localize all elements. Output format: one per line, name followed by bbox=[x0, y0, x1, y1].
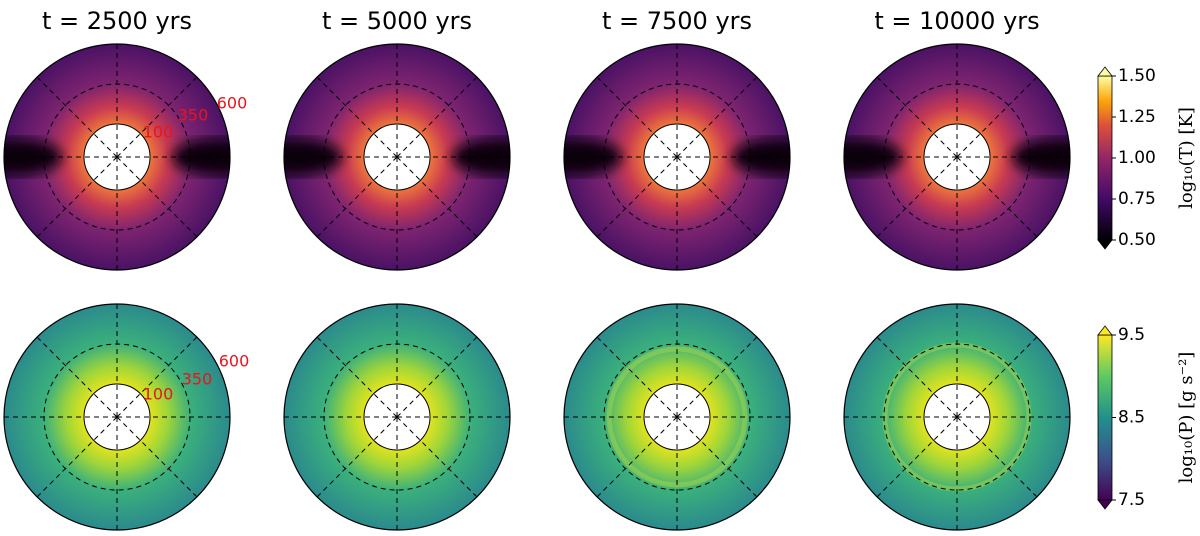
grid-spoke bbox=[956, 156, 1038, 238]
grid-spoke bbox=[876, 336, 958, 418]
colorbar bbox=[1097, 334, 1113, 501]
outer-edge bbox=[843, 303, 1071, 531]
colorbar-tick-label: 8.5 bbox=[1118, 408, 1145, 428]
grid-spoke bbox=[596, 336, 678, 418]
panel-title: t = 7500 yrs bbox=[602, 7, 752, 35]
grid-spoke bbox=[116, 336, 198, 418]
grid-spoke bbox=[596, 76, 678, 158]
panel-title: t = 5000 yrs bbox=[322, 7, 472, 35]
colorbar-tick-label: 7.5 bbox=[1118, 490, 1145, 510]
colorbar-tick-label: 1.00 bbox=[1118, 148, 1156, 168]
radial-label: 350 bbox=[182, 370, 213, 389]
outer-edge bbox=[3, 43, 231, 271]
grid-spoke bbox=[36, 416, 118, 498]
colorbar-extend-top bbox=[1097, 66, 1113, 77]
radial-label: 100 bbox=[143, 123, 174, 142]
outer-edge bbox=[3, 303, 231, 531]
grid-spoke bbox=[596, 416, 678, 498]
radial-label: 600 bbox=[217, 94, 248, 113]
grid-spoke bbox=[396, 76, 478, 158]
outer-edge bbox=[563, 303, 791, 531]
grid-spoke bbox=[316, 76, 398, 158]
grid-spoke bbox=[116, 76, 198, 158]
grid-spoke bbox=[396, 156, 478, 238]
colorbar-extend-bottom bbox=[1097, 239, 1113, 250]
grid-spoke bbox=[36, 156, 118, 238]
colorbar-label: log₁₀(T) [K] bbox=[1176, 107, 1197, 209]
colorbar-tick-label: 1.25 bbox=[1118, 107, 1156, 127]
grid-spoke bbox=[956, 336, 1038, 418]
colorbar-tick-label: 0.75 bbox=[1118, 189, 1156, 209]
colorbar bbox=[1097, 75, 1113, 241]
grid-spoke bbox=[316, 336, 398, 418]
grid-spoke bbox=[876, 156, 958, 238]
radial-label: 350 bbox=[178, 106, 209, 125]
radial-label: 600 bbox=[219, 352, 250, 371]
colorbar-label: log₁₀(P) [g s⁻²] bbox=[1176, 352, 1197, 484]
grid-spoke bbox=[396, 336, 478, 418]
grid-spoke bbox=[876, 76, 958, 158]
grid-spoke bbox=[396, 416, 478, 498]
colorbar-tick-label: 1.50 bbox=[1118, 66, 1156, 86]
grid-spoke bbox=[116, 416, 198, 498]
grid-spoke bbox=[36, 76, 118, 158]
grid-spoke bbox=[676, 416, 758, 498]
grid-spoke bbox=[956, 76, 1038, 158]
grid-spoke bbox=[676, 336, 758, 418]
colorbar-extend-bottom bbox=[1097, 499, 1113, 510]
outer-edge bbox=[283, 303, 511, 531]
grid-spoke bbox=[596, 156, 678, 238]
colorbar-tick-label: 0.50 bbox=[1118, 230, 1156, 250]
radial-label: 100 bbox=[143, 385, 174, 404]
grid-spoke bbox=[676, 76, 758, 158]
panel-title: t = 10000 yrs bbox=[874, 7, 1039, 35]
colorbar-extend-top bbox=[1097, 325, 1113, 336]
grid-spoke bbox=[676, 156, 758, 238]
grid-spoke bbox=[956, 416, 1038, 498]
outer-edge bbox=[843, 43, 1071, 271]
grid-spoke bbox=[876, 416, 958, 498]
grid-spoke bbox=[116, 156, 198, 238]
panel-title: t = 2500 yrs bbox=[42, 7, 192, 35]
outer-edge bbox=[283, 43, 511, 271]
colorbar-tick-label: 9.5 bbox=[1118, 325, 1145, 345]
grid-spoke bbox=[36, 336, 118, 418]
grid-spoke bbox=[316, 156, 398, 238]
grid-spoke bbox=[316, 416, 398, 498]
outer-edge bbox=[563, 43, 791, 271]
